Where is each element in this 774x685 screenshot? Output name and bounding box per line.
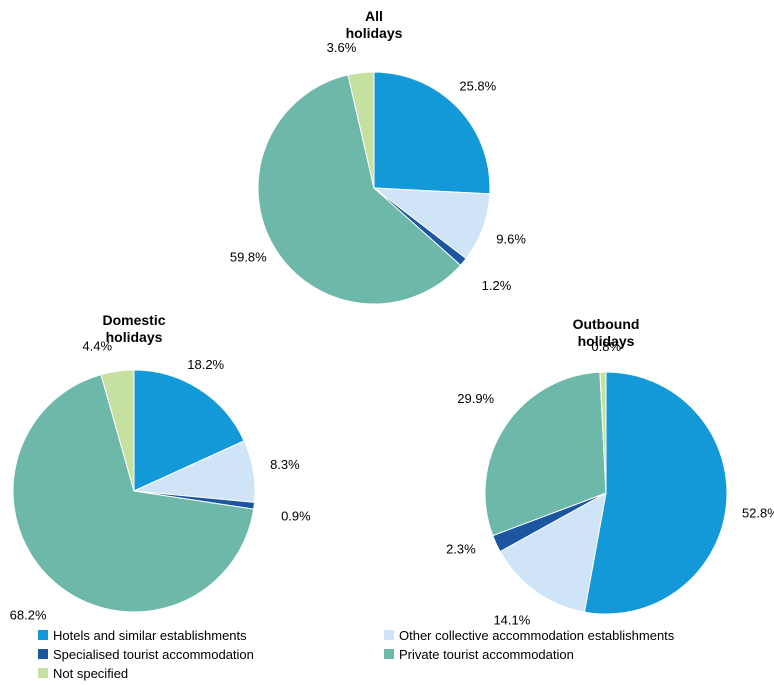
pie-outbound-slice-private-tourist-accommodation	[484, 371, 607, 537]
legend-swatch-not-specified	[38, 668, 48, 678]
pie-all-label-other-collective-accommodation-establishments: 9.6%	[496, 231, 526, 246]
pie-outbound-label-private-tourist-accommodation: 29.9%	[457, 391, 494, 406]
pie-outbound-label-specialised-tourist-accommodation: 2.3%	[446, 541, 476, 556]
pie-domestic-title-line-1: Domestic	[102, 312, 165, 328]
pie-all-title-line-1: All	[365, 8, 383, 24]
legend-item-private: Private tourist accommodation	[384, 645, 574, 663]
pie-domestic-label-private-tourist-accommodation: 68.2%	[10, 607, 47, 622]
pie-outbound-label-other-collective-accommodation-establishments: 14.1%	[493, 613, 530, 628]
pie-domestic-label-not-specified: 4.4%	[82, 338, 112, 353]
pie-all-label-not-specified: 3.6%	[327, 40, 357, 55]
pie-domestic-slice-not-specified	[100, 369, 135, 492]
pie-all-title-line-2: holidays	[346, 25, 403, 41]
pie-all-label-hotels-and-similar-establishments: 25.8%	[459, 78, 496, 93]
pie-outbound-label-hotels-and-similar-establishments: 52.8%	[742, 506, 774, 521]
legend: Hotels and similar establishments Other …	[0, 626, 774, 685]
legend-label-specialised: Specialised tourist accommodation	[53, 646, 254, 662]
pie-outbound-title-line-1: Outbound	[573, 316, 640, 332]
pie-outbound-label-not-specified: 0.8%	[591, 339, 621, 354]
legend-item-hotels: Hotels and similar establishments	[38, 626, 247, 644]
pie-all-label-specialised-tourist-accommodation: 1.2%	[482, 278, 512, 293]
legend-item-other-collective: Other collective accommodation establish…	[384, 626, 674, 644]
pie-domestic-slice-hotels-and-similar-establishments	[133, 369, 245, 492]
pie-all-slice-private-tourist-accommodation	[257, 74, 462, 305]
legend-label-other-collective: Other collective accommodation establish…	[399, 627, 675, 643]
legend-swatch-private	[384, 649, 394, 659]
pie-domestic-slice-private-tourist-accommodation	[12, 373, 255, 613]
pie-domestic-label-other-collective-accommodation-establishments: 8.3%	[270, 457, 300, 472]
pie-outbound-slice-not-specified	[599, 371, 607, 494]
pie-outbound-title-line-2: holidays	[578, 333, 635, 349]
legend-label-hotels: Hotels and similar establishments	[53, 627, 247, 643]
legend-label-not-specified: Not specified	[53, 665, 129, 681]
pie-outbound-slice-other-collective-accommodation-establishments	[499, 492, 607, 613]
pie-all-label-private-tourist-accommodation: 59.8%	[230, 249, 267, 264]
legend-label-private: Private tourist accommodation	[399, 646, 574, 662]
pie-outbound-slice-hotels-and-similar-establishments	[583, 371, 728, 615]
legend-item-not-specified: Not specified	[38, 664, 128, 682]
legend-swatch-other-collective	[384, 630, 394, 640]
legend-swatch-hotels	[38, 630, 48, 640]
pie-all-slice-not-specified	[347, 71, 375, 189]
legend-item-specialised: Specialised tourist accommodation	[38, 645, 254, 663]
legend-swatch-specialised	[38, 649, 48, 659]
pie-domestic-label-specialised-tourist-accommodation: 0.9%	[281, 509, 311, 524]
pie-domestic-title-line-2: holidays	[106, 329, 163, 345]
pie-all-slice-hotels-and-similar-establishments	[373, 71, 491, 195]
pie-domestic-label-hotels-and-similar-establishments: 18.2%	[187, 357, 224, 372]
